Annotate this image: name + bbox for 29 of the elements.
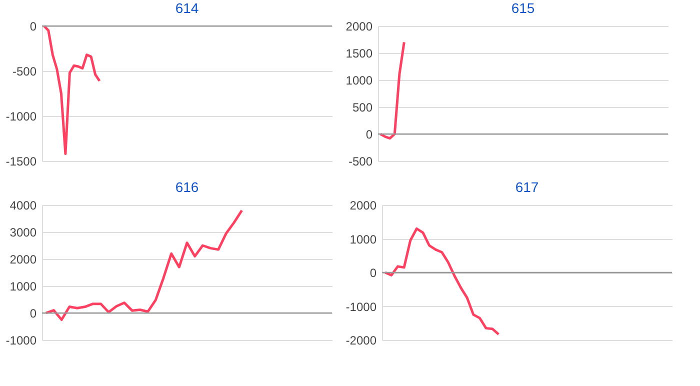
line-series <box>379 40 406 140</box>
y-tick-label: 2000 <box>350 198 377 212</box>
y-tick-label: -1500 <box>6 154 37 168</box>
y-tick-label: 1000 <box>10 280 37 294</box>
y-tick-label: 0 <box>30 306 37 320</box>
y-tick-label: 3000 <box>10 226 37 240</box>
y-tick-label: 1500 <box>346 46 373 60</box>
chart-title: 616 <box>175 179 199 195</box>
chart-title: 615 <box>511 0 535 16</box>
y-tick-label: -2000 <box>346 334 377 348</box>
y-tick-label: 1000 <box>350 232 377 246</box>
y-tick-label: 0 <box>30 20 37 34</box>
y-tick-label: 0 <box>366 128 373 142</box>
y-tick-label: -1000 <box>6 334 37 348</box>
y-tick-label: 500 <box>352 100 373 114</box>
y-tick-label: -500 <box>12 64 37 78</box>
chart-title: 614 <box>175 0 199 16</box>
y-tick-label: -1000 <box>346 300 377 314</box>
chart-title: 617 <box>515 179 539 195</box>
y-tick-label: 0 <box>370 266 377 280</box>
y-tick-label: 2000 <box>10 252 37 266</box>
line-series <box>42 24 101 156</box>
y-tick-label: 4000 <box>10 198 37 212</box>
y-tick-label: 2000 <box>346 20 373 34</box>
line-series <box>44 209 244 321</box>
y-tick-label: -500 <box>348 154 373 168</box>
y-tick-label: -1000 <box>6 110 37 124</box>
line-series <box>384 227 500 336</box>
y-tick-label: 1000 <box>346 74 373 88</box>
